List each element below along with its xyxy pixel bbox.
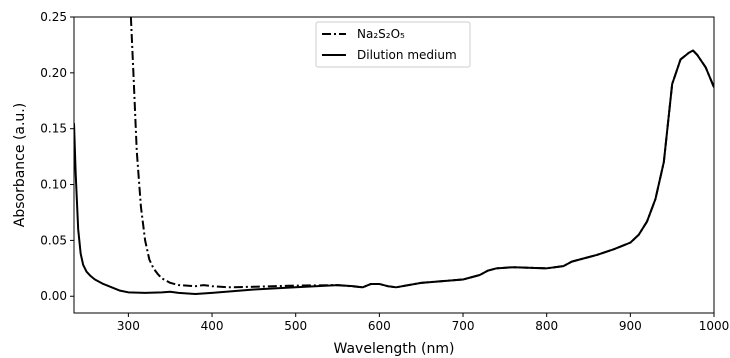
y-tick-label: 0.25: [40, 10, 67, 24]
ticks-layer: 300 400 500 600 700 800 900 1000 0.00 0.05 0.10 0.1…: [40, 10, 729, 333]
y-tick-label: 0.15: [40, 122, 67, 136]
x-tick-label: 1000: [699, 319, 730, 333]
plot-frame: [73, 16, 715, 314]
legend-label-dilution-medium: Dilution medium: [357, 48, 457, 62]
x-tick-label: 900: [619, 319, 642, 333]
y-axis-label: Absorbance (a.u.): [12, 103, 28, 227]
x-tick-label: 400: [201, 319, 224, 333]
y-tick-label: 0.05: [40, 233, 67, 247]
plot-layer: [74, 17, 714, 296]
x-tick-label: 600: [368, 319, 391, 333]
x-tick-label: 800: [535, 319, 558, 333]
legend-box: [315, 21, 471, 68]
x-axis-label: Wavelength (nm): [334, 341, 455, 357]
x-tick-label: 300: [117, 319, 140, 333]
series-line-dilution-medium: [74, 49, 714, 296]
legend: Na₂S₂O₅ Dilution medium: [315, 21, 471, 68]
x-tick-label: 500: [284, 319, 307, 333]
y-tick-label: 0.20: [40, 66, 67, 80]
x-tick-label: 700: [452, 319, 475, 333]
y-tick-label: 0.00: [40, 289, 67, 303]
y-tick-label: 0.10: [40, 178, 67, 192]
legend-label-na2s2o5: Na₂S₂O₅: [357, 27, 405, 41]
